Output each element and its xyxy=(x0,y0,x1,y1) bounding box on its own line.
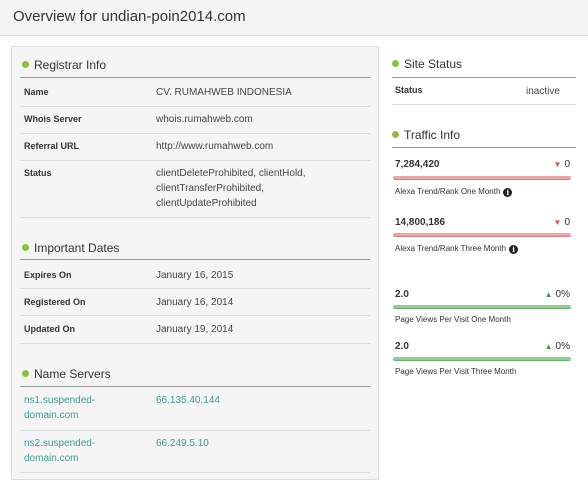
important-dates-title: Important Dates xyxy=(34,241,120,255)
status-label: Status xyxy=(24,168,52,178)
registered-on-label: Registered On xyxy=(24,297,86,307)
row-divider xyxy=(392,104,576,105)
divider xyxy=(20,386,370,387)
nameserver-2-link[interactable]: ns2.suspended- domain.com xyxy=(24,436,95,466)
expires-on-value: January 16, 2015 xyxy=(156,270,234,281)
bullet-icon xyxy=(22,244,29,251)
row-divider xyxy=(20,106,370,107)
change-value: 0% xyxy=(555,341,570,352)
page-views-three-month-label: Page Views Per Visit Three Month xyxy=(395,367,517,376)
row-divider xyxy=(20,160,370,161)
trend-down-icon: ▼ xyxy=(553,160,562,169)
nameserver-name-line: ns1.suspended- xyxy=(24,395,96,406)
trend-down-icon: ▼ xyxy=(553,218,562,227)
status-value: clientDeleteProhibited, clientHold, clie… xyxy=(156,166,306,211)
row-divider xyxy=(20,288,370,289)
nameserver-1-ip-link[interactable]: 66.135.40.144 xyxy=(156,395,220,406)
nameserver-name-line: domain.com xyxy=(24,410,79,421)
referral-url-value: http://www.rumahweb.com xyxy=(156,141,274,152)
updated-on-label: Updated On xyxy=(24,324,75,334)
page-views-three-month-change: ▲ 0% xyxy=(528,341,570,352)
registered-on-value: January 16, 2014 xyxy=(156,297,234,308)
divider xyxy=(20,77,370,78)
whois-server-value: whois.rumahweb.com xyxy=(156,114,253,125)
status-line: clientDeleteProhibited, clientHold, xyxy=(156,168,306,179)
alexa-rank-one-month-bar xyxy=(393,176,571,180)
site-status-title: Site Status xyxy=(404,57,463,71)
bullet-icon xyxy=(22,61,29,68)
name-servers-heading: Name Servers xyxy=(22,367,111,381)
row-divider xyxy=(20,343,370,344)
site-status-value: inactive xyxy=(526,86,560,97)
page-header: Overview for undian-poin2014.com xyxy=(0,0,588,36)
trend-up-icon: ▲ xyxy=(544,342,553,351)
expires-on-label: Expires On xyxy=(24,270,72,280)
page-views-one-month-value: 2.0 xyxy=(395,289,409,300)
important-dates-heading: Important Dates xyxy=(22,241,119,255)
registrar-name-label: Name xyxy=(24,87,49,97)
page-views-three-month-value: 2.0 xyxy=(395,341,409,352)
domain-details-panel: Registrar Info Name CV. RUMAHWEB INDONES… xyxy=(11,46,379,480)
alexa-rank-three-month-label: Alexa Trend/Rank Three Month i xyxy=(395,244,519,254)
registrar-info-title: Registrar Info xyxy=(34,58,107,72)
row-divider xyxy=(20,315,370,316)
site-status-label: Status xyxy=(395,85,423,95)
page-title: Overview for undian-poin2014.com xyxy=(13,8,246,25)
alexa-rank-three-month-bar xyxy=(393,233,571,237)
alexa-rank-one-month-label: Alexa Trend/Rank One Month i xyxy=(395,187,513,197)
row-divider xyxy=(20,133,370,134)
bullet-icon xyxy=(22,370,29,377)
divider xyxy=(20,259,370,260)
nameserver-name-line: ns2.suspended- xyxy=(24,438,96,449)
row-divider xyxy=(20,472,370,473)
referral-url-label: Referral URL xyxy=(24,141,80,151)
alexa-rank-three-month-value: 14,800,186 xyxy=(395,217,446,228)
divider xyxy=(392,77,576,78)
site-status-heading: Site Status xyxy=(392,57,462,71)
whois-server-label: Whois Server xyxy=(24,114,82,124)
row-divider xyxy=(20,217,370,218)
change-value: 0 xyxy=(564,159,570,170)
name-servers-title: Name Servers xyxy=(34,367,111,381)
nameserver-name-line: domain.com xyxy=(24,453,79,464)
divider xyxy=(392,147,576,148)
page-views-one-month-change: ▲ 0% xyxy=(528,289,570,300)
status-line: clientTransferProhibited, xyxy=(156,183,265,194)
updated-on-value: January 19, 2014 xyxy=(156,324,234,335)
status-line: clientUpdateProhibited xyxy=(156,198,257,209)
bullet-icon xyxy=(392,131,399,138)
info-icon[interactable]: i xyxy=(503,188,513,197)
page-views-three-month-bar xyxy=(393,357,571,361)
metric-label-text: Alexa Trend/Rank One Month xyxy=(395,187,501,196)
page-views-one-month-bar xyxy=(393,305,571,309)
trend-up-icon: ▲ xyxy=(544,290,553,299)
traffic-info-heading: Traffic Info xyxy=(392,128,460,142)
registrar-name-value: CV. RUMAHWEB INDONESIA xyxy=(156,87,292,98)
metric-label-text: Alexa Trend/Rank Three Month xyxy=(395,244,507,253)
row-divider xyxy=(20,430,370,431)
page-views-one-month-label: Page Views Per Visit One Month xyxy=(395,315,511,324)
alexa-rank-one-month-change: ▼ 0 xyxy=(528,159,570,170)
nameserver-2-ip-link[interactable]: 66.249.5.10 xyxy=(156,438,209,449)
traffic-info-title: Traffic Info xyxy=(404,128,461,142)
change-value: 0 xyxy=(564,217,570,228)
alexa-rank-three-month-change: ▼ 0 xyxy=(528,217,570,228)
info-icon[interactable]: i xyxy=(509,245,519,254)
nameserver-1-link[interactable]: ns1.suspended- domain.com xyxy=(24,393,95,423)
alexa-rank-one-month-value: 7,284,420 xyxy=(395,159,440,170)
site-summary-panel: Site Status Status inactive Traffic Info… xyxy=(388,46,588,486)
bullet-icon xyxy=(392,60,399,67)
change-value: 0% xyxy=(555,289,570,300)
registrar-info-heading: Registrar Info xyxy=(22,58,106,72)
